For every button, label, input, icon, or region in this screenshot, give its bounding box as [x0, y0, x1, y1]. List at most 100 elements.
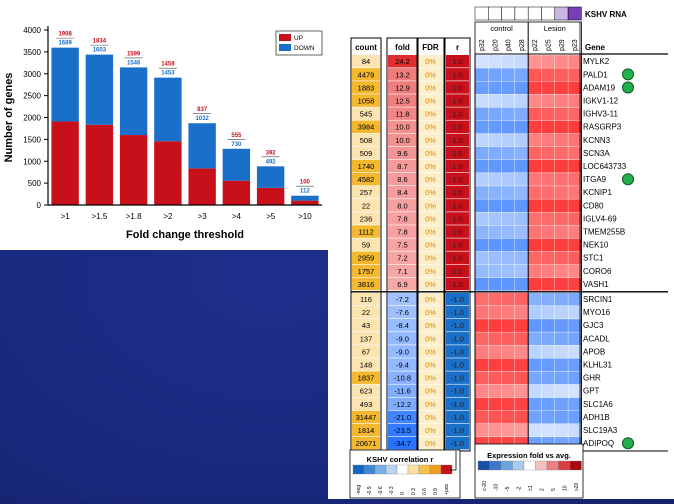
count-value: 148	[360, 361, 373, 370]
count-cell	[352, 225, 380, 238]
heatmap-row: 1837 -10.8 0% -1.0 GHR	[352, 371, 601, 385]
heatmap-row: 22 8.0 0% 1.0 CD80	[352, 198, 604, 213]
fdr-cell	[418, 358, 443, 371]
corr-legend-tick: 0.6	[422, 488, 428, 495]
heat-cell	[501, 107, 516, 121]
fold-cell	[388, 305, 417, 319]
heat-cell	[488, 67, 502, 82]
heat-cell	[567, 384, 582, 398]
r-value: 1.0	[452, 267, 462, 276]
heat-cell	[554, 159, 569, 174]
heat-cell	[514, 185, 529, 200]
fold-value: 7.8	[397, 214, 407, 223]
heat-cell	[541, 277, 555, 291]
r-cell	[446, 292, 469, 306]
fold-value: -9.0	[396, 347, 409, 356]
header-gene: Gene	[585, 43, 606, 52]
gene-label: ADAM19	[583, 83, 616, 92]
heat-cell	[514, 371, 529, 385]
data-label-down: 1689	[58, 41, 72, 47]
heat-cell	[541, 238, 555, 252]
heat-cell	[528, 133, 542, 147]
expr-legend-swatch	[500, 460, 513, 471]
heat-cell	[528, 81, 542, 95]
gene-label: ADH1B	[583, 413, 610, 422]
x-tick-label: >1.8	[126, 212, 142, 221]
heat-cell	[501, 264, 516, 278]
heatmap-row: 623 -11.6 0% -1.0 GPT	[352, 384, 600, 398]
gene-label: KCNIP1	[583, 188, 612, 197]
heat-cell	[554, 120, 569, 134]
heat-cell	[567, 212, 582, 226]
heat-cell	[528, 410, 542, 424]
heat-cell	[501, 238, 516, 252]
fold-value: 8.0	[397, 201, 407, 210]
data-label-up: 100	[300, 180, 311, 186]
fdr-value: 0%	[425, 123, 436, 132]
heat-cell	[501, 410, 516, 424]
heat-cell	[488, 185, 502, 200]
heat-cell	[554, 410, 569, 424]
heatmap-row: 236 7.8 0% 1.0 IGLV4-69	[352, 212, 617, 226]
heat-cell	[541, 159, 555, 174]
heat-cell	[488, 371, 502, 385]
data-label-down: 1032	[195, 116, 209, 122]
expr-legend-tick: 5	[551, 488, 557, 491]
count-cell	[352, 436, 380, 450]
heat-cell	[567, 264, 582, 278]
heat-cell	[541, 172, 555, 187]
data-label-down: 492	[266, 159, 277, 165]
fdr-value: 0%	[425, 149, 436, 158]
count-value: 2959	[358, 254, 375, 263]
expr-legend-tick: ≤-20	[482, 481, 488, 491]
r-value: 1.0	[452, 83, 462, 92]
r-value: 1.0	[452, 254, 462, 263]
bar-up	[154, 141, 182, 205]
fdr-value: 0%	[425, 361, 436, 370]
r-cell	[446, 384, 469, 397]
heat-cell	[474, 238, 489, 252]
heat-cell	[501, 331, 516, 346]
corr-legend-tick: 0	[400, 492, 406, 495]
heat-cell	[488, 133, 502, 147]
heat-cell	[567, 277, 582, 291]
fold-cell	[388, 120, 417, 133]
kshv-cell	[488, 6, 502, 21]
count-value: 43	[362, 321, 370, 330]
count-cell	[352, 358, 380, 371]
fdr-cell	[418, 186, 443, 199]
heatmap-row: 257 8.4 0% 1.0 KCNIP1	[352, 185, 612, 200]
corr-legend-tick: 0.3	[411, 488, 417, 495]
kshv-title: KSHV RNA	[585, 10, 627, 19]
r-value: 1.0	[452, 70, 462, 79]
heat-cell	[528, 384, 542, 398]
heat-cell	[474, 146, 489, 160]
r-cell	[446, 423, 469, 437]
corr-legend-title: KSHV correlation r	[367, 455, 434, 464]
heat-cell	[528, 146, 542, 160]
heat-cell	[501, 397, 516, 411]
heat-cell	[554, 318, 569, 333]
r-cell	[446, 55, 469, 68]
heat-cell	[488, 331, 502, 346]
r-cell	[446, 68, 469, 81]
r-value: 1.0	[452, 136, 462, 145]
r-value: -1.0	[451, 400, 464, 409]
r-cell	[446, 397, 469, 411]
kshv-cell	[474, 6, 489, 21]
y-tick-label: 3500	[23, 48, 41, 57]
heatmap-row: 1112 7.8 0% 1.0 TMEM255B	[352, 225, 625, 239]
corr-legend-tick: -0.9	[367, 486, 373, 495]
x-tick-label: >2	[163, 212, 173, 221]
fdr-cell	[418, 436, 443, 450]
r-value: 1.0	[452, 110, 462, 119]
heat-cell	[488, 212, 502, 226]
heat-cell	[474, 423, 489, 438]
fdr-value: 0%	[425, 295, 436, 304]
count-value: 20671	[356, 439, 377, 448]
count-value: 509	[360, 149, 373, 158]
heat-cell	[474, 305, 489, 320]
fold-value: -9.4	[396, 361, 409, 370]
r-value: 1.0	[452, 57, 462, 66]
gene-label: CORO6	[583, 267, 612, 276]
